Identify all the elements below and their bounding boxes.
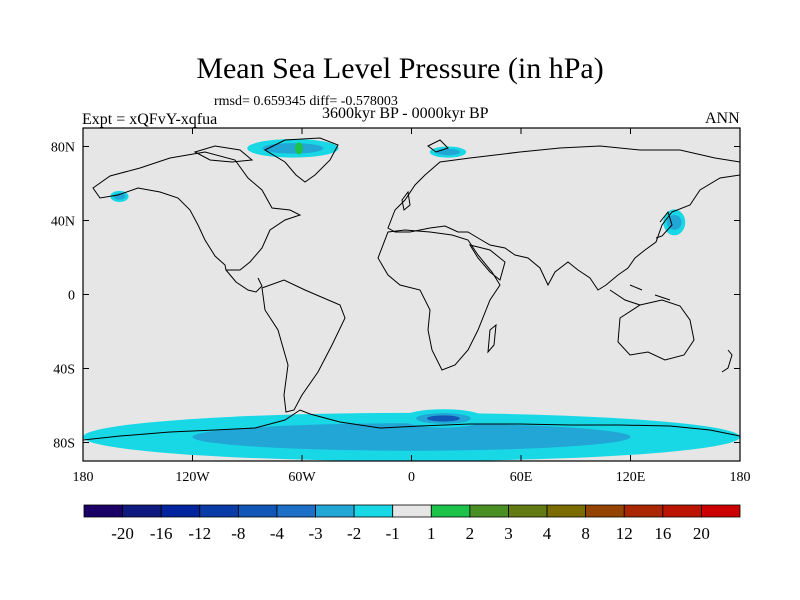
axis-ticks: 180 120W 60W 0 60E 120E 180 80N 40N 0 40S 80S [51, 128, 751, 485]
coastline-central-america [225, 269, 263, 293]
center-label: 3600kyr BP - 0000kyr BP [322, 105, 489, 122]
colorbar-swatch [430, 504, 471, 518]
colorbar-swatch [160, 504, 201, 518]
coastline-new-zealand [721, 349, 733, 373]
colorbar: -20 -16 -12 -8 -4 -3 -2 -1 1 2 3 4 8 12 16 20 [83, 504, 741, 543]
coastline-south-america [261, 279, 346, 413]
colorbar-swatch [508, 504, 548, 518]
x-tick-label: 180 [73, 470, 94, 485]
coastline-britain [401, 190, 411, 211]
colorbar-swatch [662, 504, 702, 518]
colorbar-label: 2 [466, 524, 475, 543]
colorbar-label: -2 [347, 524, 361, 543]
coastline-madagascar [487, 323, 497, 354]
anomaly-positive [294, 142, 303, 155]
coastline-greenland [263, 137, 339, 183]
coastlines [83, 137, 740, 441]
coastline-japan [655, 210, 673, 239]
colorbar-label: -12 [188, 524, 211, 543]
coastline-antarctica [83, 409, 740, 441]
y-tick-label: 80N [51, 141, 75, 156]
colorbar-label: 3 [504, 524, 513, 543]
colorbar-swatch [469, 504, 509, 518]
anomaly-core [435, 148, 461, 156]
colorbar-label: 4 [543, 524, 552, 543]
chart-title: Mean Sea Level Pressure (in hPa) [196, 52, 604, 85]
coastline-africa [377, 229, 501, 371]
colorbar-label: -4 [270, 524, 285, 543]
colorbar-swatch [122, 504, 162, 518]
x-tick-label: 180 [730, 470, 751, 485]
colorbar-swatch [199, 504, 239, 518]
anomaly-core [427, 415, 460, 422]
colorbar-swatch [392, 504, 432, 518]
coastline-eurasia [387, 145, 740, 291]
coastline-maritime-continent [609, 284, 671, 306]
right-label: ANN [705, 110, 740, 127]
colorbar-swatch [83, 504, 123, 518]
colorbar-swatch [353, 504, 394, 518]
coastline-arabia [468, 244, 506, 281]
colorbar-label: -1 [386, 524, 400, 543]
anomaly-core [262, 143, 324, 154]
y-tick-label: 0 [68, 289, 75, 304]
coastline-australia [617, 299, 695, 361]
colorbar-swatch [623, 504, 664, 518]
y-tick-label: 40S [53, 363, 75, 378]
x-tick-label: 0 [408, 470, 415, 485]
x-tick-label: 120E [616, 470, 646, 485]
coastline-arctic-islands [193, 145, 254, 163]
colorbar-label: 1 [427, 524, 436, 543]
colorbar-swatch [701, 504, 741, 518]
anomaly-core [192, 423, 631, 451]
anomaly-fills [83, 139, 740, 461]
stats-text: rmsd= 0.659345 diff= -0.578003 [214, 94, 398, 109]
x-tick-label: 60E [510, 470, 533, 485]
left-label: Expt = xQFvY-xqfua [82, 111, 218, 128]
y-tick-label: 40N [51, 215, 75, 230]
x-tick-label: 60W [288, 470, 316, 485]
colorbar-label: 16 [654, 524, 671, 543]
coastline-north-america [92, 151, 302, 271]
colorbar-label: -8 [231, 524, 245, 543]
map-panel [83, 128, 740, 461]
x-tick-label: 120W [175, 470, 210, 485]
map-background [83, 128, 740, 461]
colorbar-label: 8 [581, 524, 590, 543]
y-tick-label: 80S [53, 437, 75, 452]
colorbar-label: -3 [308, 524, 322, 543]
colorbar-swatch [315, 504, 355, 518]
colorbar-label: -20 [111, 524, 134, 543]
colorbar-swatch [546, 504, 587, 518]
colorbar-swatch [276, 504, 316, 518]
colorbar-swatch [585, 504, 625, 518]
colorbar-label: 12 [616, 524, 633, 543]
colorbar-label: 20 [693, 524, 710, 543]
colorbar-label: -16 [150, 524, 173, 543]
coastline-svalbard [427, 139, 449, 153]
colorbar-swatch [237, 504, 278, 518]
